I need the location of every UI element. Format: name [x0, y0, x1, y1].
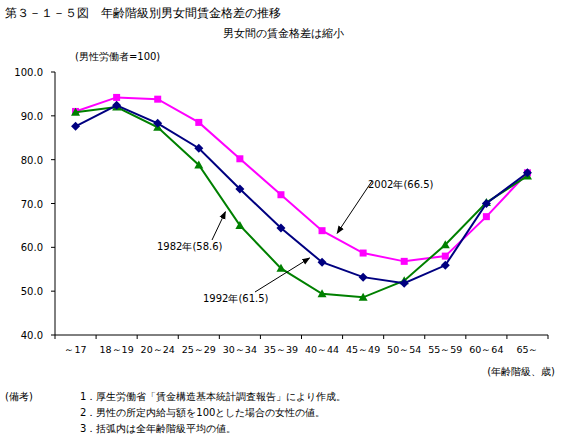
callout-arrow [255, 258, 310, 292]
marker [276, 264, 285, 272]
x-tick-label: 60～64 [469, 344, 503, 355]
marker [319, 227, 326, 234]
series-line [76, 97, 528, 261]
marker [523, 168, 532, 177]
y-tick-label: 70.0 [21, 199, 43, 210]
y-tick [51, 203, 55, 204]
y-tick [51, 335, 55, 336]
marker [195, 119, 202, 126]
x-tick [424, 335, 425, 339]
y-tick [51, 72, 55, 73]
plot-area [71, 94, 532, 301]
marker [71, 108, 80, 116]
marker [194, 160, 203, 168]
y-tick [51, 159, 55, 160]
x-tick-label: 35～39 [264, 344, 298, 355]
legend-label: 1992年(61.5) [203, 293, 269, 304]
legend-label: 2002年(66.5) [368, 179, 434, 190]
note: 3．括弧内は全年齢階級平均の値。 [80, 423, 236, 434]
marker [318, 289, 327, 297]
notes-title: (備考) [5, 391, 33, 402]
y-tick-label: 100.0 [14, 67, 43, 78]
note: 2．男性の所定内給与額を100とした場合の女性の値。 [80, 407, 325, 418]
y-tick [51, 115, 55, 116]
y-tick-label: 90.0 [21, 111, 43, 122]
x-tick-label: 25～29 [182, 344, 216, 355]
marker [483, 213, 490, 220]
x-tick [260, 335, 261, 339]
marker [154, 96, 161, 103]
x-tick-label: 45～49 [346, 344, 380, 355]
marker [276, 224, 285, 233]
x-tick-label: 30～34 [223, 344, 257, 355]
marker [441, 261, 450, 270]
marker [401, 258, 408, 265]
y-axis-label: (男性労働者=100) [75, 51, 160, 62]
note: 1．厚生労働省「賃金構造基本統計調査報告」により作成。 [80, 391, 346, 402]
x-tick [383, 335, 384, 339]
x-tick-label: 65～ [516, 344, 538, 355]
marker [112, 101, 121, 110]
callout-arrow [212, 212, 225, 240]
marker [360, 250, 367, 257]
title: 第３－１－５図 年齢階級別男女間賃金格差の推移 [5, 6, 281, 20]
y-tick-label: 60.0 [21, 242, 43, 253]
marker [153, 119, 162, 128]
marker [359, 293, 368, 301]
x-tick-label: 20～24 [141, 344, 175, 355]
legend-label: 1982年(58.6) [157, 241, 223, 252]
marker [236, 155, 243, 162]
x-tick [55, 335, 56, 339]
x-tick-label: 55～59 [428, 344, 462, 355]
marker [113, 94, 120, 101]
x-tick [465, 335, 466, 339]
x-tick-label: 50～54 [387, 344, 421, 355]
x-tick [219, 335, 220, 339]
marker [71, 122, 80, 131]
marker [482, 199, 491, 208]
x-tick [548, 335, 549, 339]
marker [318, 258, 327, 267]
marker [400, 279, 409, 288]
marker [235, 221, 244, 229]
y-tick-label: 50.0 [21, 286, 43, 297]
x-tick [342, 335, 343, 339]
x-tick [96, 335, 97, 339]
marker [277, 191, 284, 198]
y-tick [51, 291, 55, 292]
marker [359, 273, 368, 282]
x-tick [178, 335, 179, 339]
x-tick-label: ～17 [64, 344, 86, 355]
callout-arrow [337, 181, 372, 233]
y-tick [51, 247, 55, 248]
x-tick-label: 18～19 [100, 344, 134, 355]
x-tick [301, 335, 302, 339]
subtitle: 男女間の賃金格差は縮小 [223, 27, 344, 39]
marker [194, 144, 203, 153]
x-axis-label: (年齢階級、歳) [487, 366, 555, 377]
y-tick-label: 80.0 [21, 155, 43, 166]
marker [235, 185, 244, 194]
x-tick-label: 40～44 [305, 344, 339, 355]
y-tick-label: 40.0 [21, 330, 43, 341]
series-line [76, 107, 528, 297]
x-tick [506, 335, 507, 339]
chart: 第３－１－５図 年齢階級別男女間賃金格差の推移男女間の賃金格差は縮小 (男性労働者… [0, 0, 567, 435]
marker [441, 240, 450, 248]
series-line [76, 105, 528, 283]
marker [442, 253, 449, 260]
x-tick [137, 335, 138, 339]
